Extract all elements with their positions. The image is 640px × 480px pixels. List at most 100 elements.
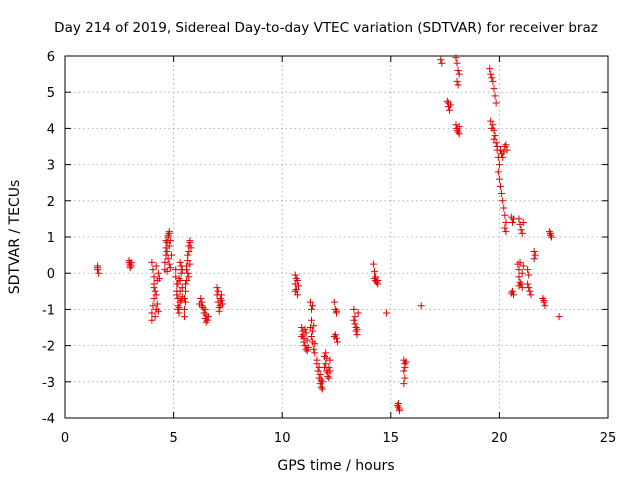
y-tick-labels: -4 -3 -2 -1 0 1 2 3 4 5 6: [42, 50, 55, 427]
data-point: [153, 300, 161, 308]
data-point: [164, 231, 172, 239]
y-tick-label: -4: [42, 412, 55, 427]
data-point: [197, 295, 205, 303]
data-point: [498, 190, 506, 198]
x-tick-label: 15: [383, 431, 400, 446]
data-point: [490, 135, 498, 143]
data-point: [177, 269, 185, 277]
data-point: [318, 385, 326, 393]
data-point: [402, 358, 410, 366]
data-point: [491, 92, 499, 100]
data-point: [525, 284, 533, 292]
data-point: [187, 244, 195, 252]
y-axis-label: SDTVAR / TECUs: [7, 180, 23, 295]
data-point: [316, 371, 324, 379]
data-point: [330, 298, 338, 306]
data-point: [151, 287, 159, 295]
data-point: [454, 66, 462, 74]
data-point: [163, 247, 171, 255]
data-point: [524, 266, 532, 274]
data-point: [172, 273, 180, 281]
data-point: [174, 305, 182, 313]
data-point: [164, 255, 172, 263]
data-point: [182, 287, 190, 295]
data-point: [214, 298, 222, 306]
data-point: [126, 264, 134, 272]
data-point: [489, 121, 497, 129]
data-point: [508, 287, 516, 295]
data-point: [95, 269, 103, 277]
data-point: [541, 302, 549, 310]
data-point: [196, 300, 204, 308]
data-point: [314, 367, 322, 375]
data-point: [202, 311, 210, 319]
data-point: [94, 264, 102, 272]
data-point: [292, 285, 300, 293]
data-point: [499, 197, 507, 205]
data-point: [519, 262, 527, 270]
y-tick-label: -2: [42, 340, 55, 355]
data-point: [175, 275, 183, 283]
data-point: [148, 258, 156, 266]
data-point: [443, 97, 451, 105]
data-point: [330, 333, 338, 341]
data-point: [331, 305, 339, 313]
data-point: [455, 123, 463, 131]
data-point: [184, 251, 192, 259]
data-point: [148, 309, 156, 317]
data-point: [177, 296, 185, 304]
data-point: [306, 298, 314, 306]
data-point: [291, 287, 299, 295]
data-point: [152, 262, 160, 270]
data-point: [445, 106, 453, 114]
data-point: [373, 278, 381, 286]
data-point: [309, 327, 317, 335]
data-point: [182, 298, 190, 306]
data-point: [301, 342, 309, 350]
data-point: [539, 295, 547, 303]
data-point: [167, 251, 175, 259]
data-point: [174, 295, 182, 303]
x-tick-label: 10: [274, 431, 291, 446]
data-point: [185, 273, 193, 281]
data-point: [501, 211, 509, 219]
data-point: [502, 141, 510, 149]
data-point: [182, 280, 190, 288]
data-point: [502, 219, 510, 227]
data-point: [530, 247, 538, 255]
data-point: [309, 302, 317, 310]
data-point: [515, 282, 523, 290]
data-point: [382, 309, 390, 317]
y-tick-label: 5: [47, 86, 55, 101]
data-point: [321, 363, 329, 371]
data-point: [540, 296, 548, 304]
data-point: [515, 273, 523, 281]
x-tick-label: 0: [61, 431, 69, 446]
data-point: [213, 284, 221, 292]
data-point: [489, 77, 497, 85]
data-point: [515, 266, 523, 274]
data-point: [186, 237, 194, 245]
data-point: [444, 99, 452, 107]
data-point: [352, 327, 360, 335]
data-point: [519, 219, 527, 227]
data-point: [453, 77, 461, 85]
data-point: [496, 182, 504, 190]
data-point: [154, 269, 162, 277]
data-point: [507, 289, 515, 297]
data-point: [127, 262, 135, 270]
y-tick-label: -1: [42, 303, 55, 318]
data-point: [317, 376, 325, 384]
data-point: [183, 262, 191, 270]
data-point: [515, 215, 523, 223]
data-point: [518, 269, 526, 277]
data-points: [94, 54, 563, 415]
data-point: [308, 333, 316, 341]
data-point: [516, 220, 524, 228]
data-point: [518, 284, 526, 292]
data-point: [395, 405, 403, 413]
data-point: [493, 143, 501, 150]
data-point: [322, 349, 330, 357]
data-point: [302, 329, 310, 337]
data-point: [154, 307, 162, 315]
